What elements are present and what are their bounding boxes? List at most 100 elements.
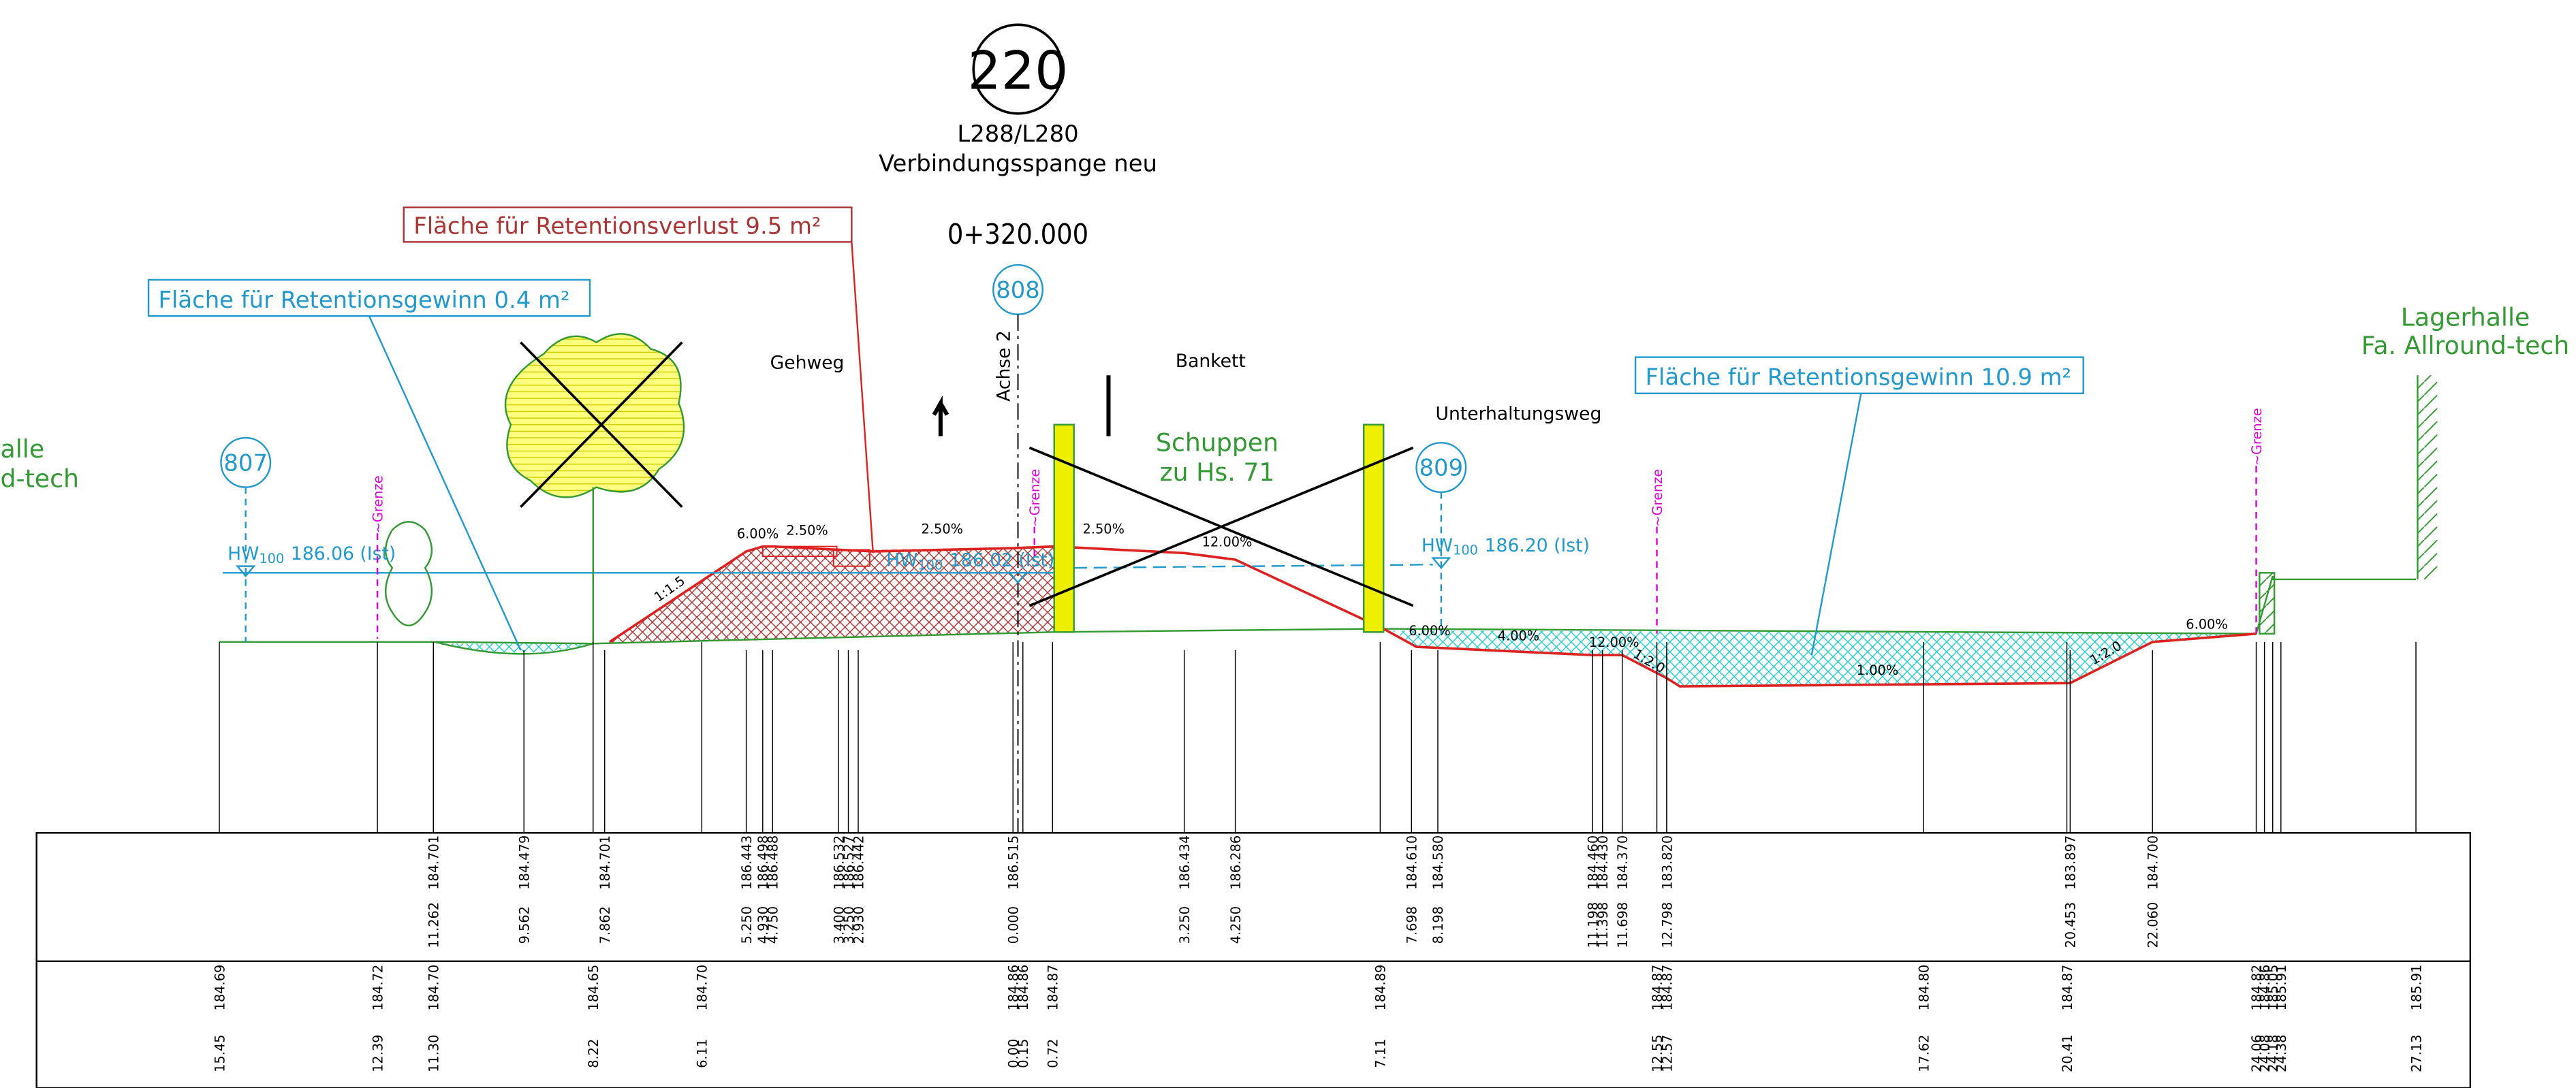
height: 185.91 — [2274, 965, 2289, 1011]
slope-label: 1.00% — [1857, 662, 1898, 678]
height: 186.498 — [755, 835, 771, 890]
height: 185.05 — [2265, 965, 2281, 1011]
distance: 12.57 — [1659, 1035, 1675, 1072]
label: Bankett — [1176, 351, 1246, 372]
height: 184.70 — [426, 965, 442, 1011]
height: 183.897 — [2063, 835, 2079, 890]
level: 186.20 (Ist) — [1485, 535, 1590, 556]
water-symbol — [1007, 572, 1028, 584]
distance: 20.41 — [2060, 1035, 2075, 1072]
hall-label: alle — [0, 434, 44, 464]
slope-label: 6.00% — [1409, 623, 1450, 639]
distance: 27.13 — [2408, 1035, 2424, 1072]
hw: HW — [886, 550, 917, 571]
distance: 6.11 — [695, 1039, 710, 1068]
height: 184.370 — [1615, 835, 1631, 890]
height: 183.820 — [1659, 835, 1675, 890]
height: 184.70 — [695, 965, 710, 1011]
height: 184.460 — [1585, 835, 1601, 890]
slope-label: 12.00% — [1202, 534, 1253, 550]
distance: 4.250 — [1228, 906, 1244, 944]
hw: HW — [1421, 535, 1453, 556]
existing-ground — [219, 575, 2417, 645]
distance: 4.930 — [755, 906, 771, 944]
distance: 9.562 — [517, 906, 533, 944]
station: 220 — [968, 41, 1069, 102]
chainage: 0+320.000 — [947, 218, 1088, 251]
water-level: HW100 186.02 (Ist) — [886, 550, 1054, 573]
distance: 3.250 — [1177, 906, 1193, 944]
height: 184.86 — [2257, 965, 2273, 1011]
height: 184.87 — [2060, 965, 2075, 1011]
shed — [1028, 423, 1414, 633]
slope-label: 2.50% — [922, 521, 963, 537]
leader — [368, 315, 522, 651]
distance: 2.930 — [851, 906, 866, 944]
slope-label: 2.50% — [786, 523, 828, 539]
height: 184.80 — [1916, 965, 1932, 1011]
callout-box — [1634, 356, 2084, 395]
border-label: ~Grenze — [2249, 408, 2265, 466]
distance: 11.30 — [426, 1035, 442, 1072]
border-label: ~Grenze — [1650, 469, 1665, 527]
distance: 0.15 — [1016, 1039, 1031, 1068]
distance: 4.750 — [766, 906, 781, 944]
distance: 11.198 — [1585, 902, 1601, 948]
height: 184.86 — [1006, 965, 1022, 1011]
distance: 5.250 — [739, 906, 755, 944]
distance: 7.698 — [1404, 906, 1420, 944]
loss-area — [593, 546, 1054, 644]
leader — [1810, 393, 1862, 656]
distance: 0.00 — [1006, 1039, 1022, 1068]
distance: 24.18 — [2265, 1035, 2281, 1072]
hw-sub: 100 — [1453, 543, 1478, 558]
water-level: HW100 186.06 (Ist) — [227, 543, 396, 566]
distance: 24.08 — [2257, 1035, 2273, 1072]
header: 220 L288/L280 Verbindungsspange neu 0+32… — [879, 23, 1157, 251]
height: 184.87 — [1046, 965, 1061, 1011]
distance: 7.11 — [1373, 1039, 1389, 1068]
hw-sub: 100 — [259, 551, 284, 566]
slope-label: 4.00% — [1498, 628, 1539, 643]
height: 184.86 — [1016, 965, 1031, 1011]
point-label: 809 — [1419, 455, 1464, 481]
gain-area-left — [435, 643, 593, 653]
hw-sub: 100 — [917, 557, 943, 573]
hw: HW — [227, 543, 259, 564]
leader — [851, 242, 874, 554]
curb — [832, 549, 870, 567]
height: 184.87 — [1659, 965, 1675, 1011]
axis-label: Achse 2 — [993, 330, 1014, 402]
level: 186.02 (Ist) — [949, 550, 1054, 571]
slope-label: 6.00% — [2186, 617, 2227, 633]
distance: 11.698 — [1615, 902, 1631, 948]
height: 184.65 — [586, 965, 601, 1011]
callout-box — [403, 206, 853, 243]
label: Gehweg — [770, 353, 845, 374]
distance: 0.72 — [1046, 1039, 1061, 1068]
height: 184.580 — [1430, 835, 1446, 890]
hall-label: Fa. Allround-tech — [2361, 331, 2569, 360]
height: 186.527 — [841, 835, 857, 890]
height: 184.82 — [2249, 965, 2265, 1011]
water-symbol — [1431, 557, 1451, 569]
height: 184.87 — [1650, 965, 1665, 1011]
distance: 8.198 — [1430, 906, 1446, 944]
road-name: Verbindungsspange neu — [879, 150, 1157, 176]
height: 186.443 — [739, 835, 755, 890]
building — [2417, 375, 2438, 579]
distance: 12.55 — [1650, 1035, 1665, 1072]
point-label: 808 — [996, 277, 1040, 304]
distance: 15.45 — [212, 1035, 227, 1072]
distance: 7.862 — [597, 906, 613, 944]
callout: Fläche für Retentionsgewinn 10.9 m² — [1646, 364, 2072, 391]
callout: Fläche für Retentionsverlust 9.5 m² — [413, 212, 821, 239]
height: 185.91 — [2408, 965, 2424, 1011]
shed-label: Schuppen — [1156, 428, 1278, 457]
height: 184.72 — [370, 965, 386, 1011]
distance: 8.22 — [586, 1039, 601, 1068]
height: 184.701 — [597, 835, 613, 890]
distance: 12.39 — [370, 1035, 386, 1072]
distance: 11.398 — [1595, 902, 1611, 948]
